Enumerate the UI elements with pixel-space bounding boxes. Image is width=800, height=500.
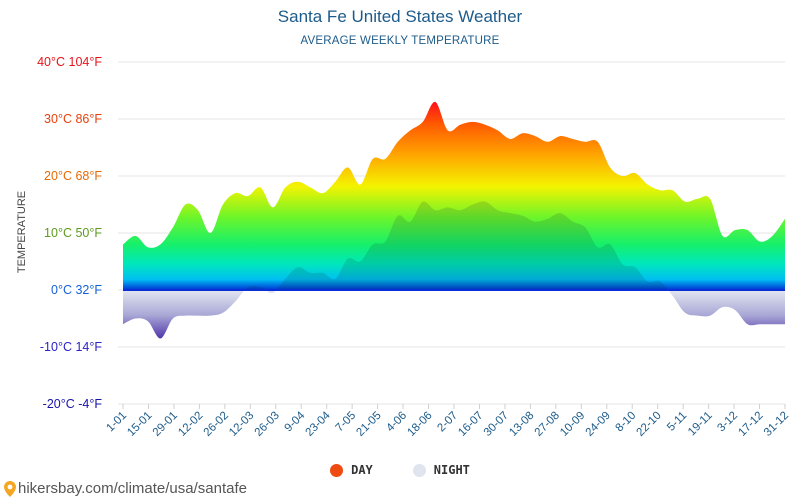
x-tick-label: 17-12 <box>736 410 765 439</box>
grid-lines <box>118 61 785 405</box>
y-tick-label: -10°C 14°F <box>40 340 102 354</box>
x-tick-label: 31-12 <box>762 410 791 439</box>
y-tick-label: 20°C 68°F <box>44 169 102 183</box>
x-tick-label: 12-02 <box>176 410 205 439</box>
temperature-areas <box>123 101 785 339</box>
legend-night-label: NIGHT <box>433 463 470 477</box>
x-tick-label: 30-07 <box>482 410 511 439</box>
x-tick-label: 18-06 <box>405 410 434 439</box>
x-tick-label: 24-09 <box>584 410 613 439</box>
legend-day[interactable]: DAY <box>330 463 373 477</box>
x-tick-label: 26-03 <box>253 410 282 439</box>
x-tick-label: 12-03 <box>227 410 256 439</box>
y-axis-ticks: 40°C 104°F 30°C 86°F 20°C 68°F 10°C 50°F 0°C… <box>37 55 102 411</box>
map-pin-icon <box>4 480 16 497</box>
chart-title: Santa Fe United States Weather <box>277 7 523 26</box>
legend-day-label: DAY <box>351 463 373 477</box>
night-area-above-zero <box>123 201 785 290</box>
x-tick-label: 16-07 <box>456 410 485 439</box>
y-tick-label: 0°C 32°F <box>51 283 102 297</box>
chart-legend: DAY NIGHT <box>0 463 800 477</box>
temperature-chart: 40°C 104°F 30°C 86°F 20°C 68°F 10°C 50°F 0°C… <box>16 55 791 439</box>
y-axis-label: TEMPERATURE <box>16 191 28 273</box>
x-tick-label: 21-05 <box>354 410 383 439</box>
x-tick-label: 26-02 <box>202 410 231 439</box>
chart-subtitle: AVERAGE WEEKLY TEMPERATURE <box>300 35 500 47</box>
y-tick-label: -20°C -4°F <box>43 397 103 411</box>
y-tick-label: 30°C 86°F <box>44 112 102 126</box>
x-tick-label: 29-01 <box>151 410 180 439</box>
x-tick-label: 22-10 <box>635 410 664 439</box>
x-tick-label: 27-08 <box>533 410 562 439</box>
x-tick-label: 15-01 <box>125 410 154 439</box>
night-area-below-zero <box>123 290 785 339</box>
x-tick-label: 23-04 <box>304 409 334 439</box>
x-tick-label: 10-09 <box>558 410 587 439</box>
night-dot-icon <box>412 463 426 477</box>
x-tick-label: 13-08 <box>507 410 536 439</box>
y-tick-label: 40°C 104°F <box>37 55 102 69</box>
day-area <box>123 101 785 290</box>
y-tick-label: 10°C 50°F <box>44 226 102 240</box>
day-dot-icon <box>330 463 344 477</box>
source-link[interactable]: hikersbay.com/climate/usa/santafe <box>4 480 247 497</box>
legend-night[interactable]: NIGHT <box>412 463 470 477</box>
x-tick-label: 19-11 <box>686 410 715 439</box>
source-url: hikersbay.com/climate/usa/santafe <box>18 480 247 497</box>
